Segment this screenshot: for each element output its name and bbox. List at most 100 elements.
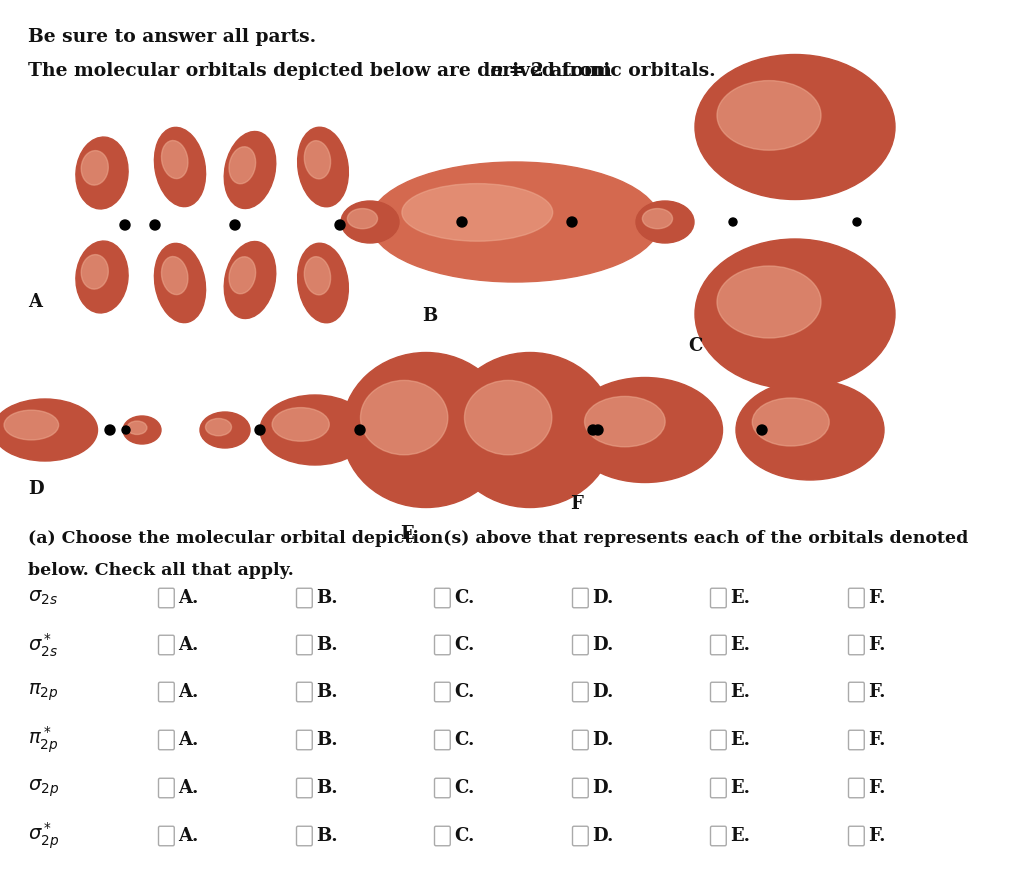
Ellipse shape bbox=[304, 256, 331, 295]
Ellipse shape bbox=[342, 353, 510, 507]
Text: n: n bbox=[490, 62, 504, 80]
Circle shape bbox=[355, 425, 365, 435]
Text: C.: C. bbox=[454, 636, 474, 654]
Ellipse shape bbox=[229, 256, 256, 294]
FancyBboxPatch shape bbox=[297, 778, 312, 798]
FancyBboxPatch shape bbox=[711, 731, 726, 750]
FancyBboxPatch shape bbox=[572, 731, 588, 750]
Ellipse shape bbox=[206, 418, 231, 436]
FancyBboxPatch shape bbox=[434, 731, 451, 750]
Text: Be sure to answer all parts.: Be sure to answer all parts. bbox=[28, 28, 316, 46]
Text: B: B bbox=[422, 307, 437, 325]
Circle shape bbox=[230, 220, 240, 230]
FancyBboxPatch shape bbox=[849, 731, 864, 750]
FancyBboxPatch shape bbox=[159, 635, 174, 654]
FancyBboxPatch shape bbox=[297, 731, 312, 750]
Ellipse shape bbox=[360, 381, 447, 455]
Circle shape bbox=[457, 217, 467, 227]
Ellipse shape bbox=[465, 381, 552, 455]
Text: D: D bbox=[28, 480, 44, 498]
Text: D.: D. bbox=[592, 779, 613, 797]
FancyBboxPatch shape bbox=[159, 731, 174, 750]
FancyBboxPatch shape bbox=[572, 826, 588, 846]
Ellipse shape bbox=[341, 201, 399, 243]
Circle shape bbox=[593, 425, 603, 435]
Ellipse shape bbox=[642, 208, 673, 228]
Text: F: F bbox=[570, 495, 583, 513]
FancyBboxPatch shape bbox=[849, 778, 864, 798]
Circle shape bbox=[729, 218, 737, 226]
Circle shape bbox=[757, 425, 767, 435]
FancyBboxPatch shape bbox=[849, 682, 864, 702]
Text: F.: F. bbox=[868, 779, 886, 797]
FancyBboxPatch shape bbox=[434, 778, 451, 798]
Circle shape bbox=[150, 220, 160, 230]
Ellipse shape bbox=[81, 255, 109, 289]
Text: E.: E. bbox=[730, 683, 750, 701]
FancyBboxPatch shape bbox=[434, 826, 451, 846]
Ellipse shape bbox=[76, 137, 128, 209]
Ellipse shape bbox=[162, 256, 188, 295]
Ellipse shape bbox=[304, 141, 331, 178]
FancyBboxPatch shape bbox=[849, 635, 864, 654]
FancyBboxPatch shape bbox=[572, 635, 588, 654]
Ellipse shape bbox=[200, 412, 250, 448]
FancyBboxPatch shape bbox=[572, 588, 588, 608]
Text: A: A bbox=[28, 293, 42, 311]
Ellipse shape bbox=[155, 128, 206, 206]
FancyBboxPatch shape bbox=[297, 588, 312, 608]
Ellipse shape bbox=[76, 242, 128, 313]
Ellipse shape bbox=[695, 239, 895, 389]
Circle shape bbox=[853, 218, 861, 226]
FancyBboxPatch shape bbox=[711, 635, 726, 654]
Ellipse shape bbox=[229, 147, 256, 184]
Ellipse shape bbox=[81, 150, 109, 186]
FancyBboxPatch shape bbox=[849, 826, 864, 846]
Text: $\sigma_{2p}$: $\sigma_{2p}$ bbox=[28, 777, 59, 799]
FancyBboxPatch shape bbox=[159, 682, 174, 702]
Circle shape bbox=[567, 217, 577, 227]
Text: E.: E. bbox=[730, 589, 750, 607]
Ellipse shape bbox=[127, 421, 146, 435]
FancyBboxPatch shape bbox=[434, 682, 451, 702]
Text: E.: E. bbox=[730, 731, 750, 749]
FancyBboxPatch shape bbox=[159, 778, 174, 798]
FancyBboxPatch shape bbox=[297, 635, 312, 654]
Ellipse shape bbox=[224, 131, 275, 208]
Ellipse shape bbox=[347, 208, 378, 228]
Ellipse shape bbox=[695, 54, 895, 200]
Text: A.: A. bbox=[178, 589, 199, 607]
Circle shape bbox=[588, 425, 598, 435]
Circle shape bbox=[120, 220, 130, 230]
Text: below. Check all that apply.: below. Check all that apply. bbox=[28, 562, 294, 579]
Text: B.: B. bbox=[316, 683, 338, 701]
Text: E: E bbox=[400, 525, 414, 543]
Ellipse shape bbox=[260, 395, 370, 465]
FancyBboxPatch shape bbox=[297, 682, 312, 702]
Text: C.: C. bbox=[454, 731, 474, 749]
Text: (a) Choose the molecular orbital depiction(s) above that represents each of the : (a) Choose the molecular orbital depicti… bbox=[28, 530, 969, 547]
Ellipse shape bbox=[224, 242, 275, 318]
Text: B.: B. bbox=[316, 779, 338, 797]
FancyBboxPatch shape bbox=[572, 778, 588, 798]
Ellipse shape bbox=[272, 408, 330, 441]
Text: B.: B. bbox=[316, 731, 338, 749]
Text: A.: A. bbox=[178, 827, 199, 845]
Ellipse shape bbox=[585, 396, 666, 447]
Text: C.: C. bbox=[454, 827, 474, 845]
Text: D.: D. bbox=[592, 827, 613, 845]
Text: D.: D. bbox=[592, 589, 613, 607]
Text: D.: D. bbox=[592, 731, 613, 749]
Text: A.: A. bbox=[178, 731, 199, 749]
Text: C.: C. bbox=[454, 683, 474, 701]
Text: F.: F. bbox=[868, 683, 886, 701]
Text: F.: F. bbox=[868, 827, 886, 845]
Ellipse shape bbox=[298, 127, 348, 206]
FancyBboxPatch shape bbox=[159, 826, 174, 846]
Text: $\sigma^*_{2s}$: $\sigma^*_{2s}$ bbox=[28, 631, 57, 659]
FancyBboxPatch shape bbox=[849, 588, 864, 608]
Ellipse shape bbox=[736, 380, 884, 480]
FancyBboxPatch shape bbox=[711, 682, 726, 702]
Ellipse shape bbox=[446, 353, 614, 507]
FancyBboxPatch shape bbox=[434, 588, 451, 608]
